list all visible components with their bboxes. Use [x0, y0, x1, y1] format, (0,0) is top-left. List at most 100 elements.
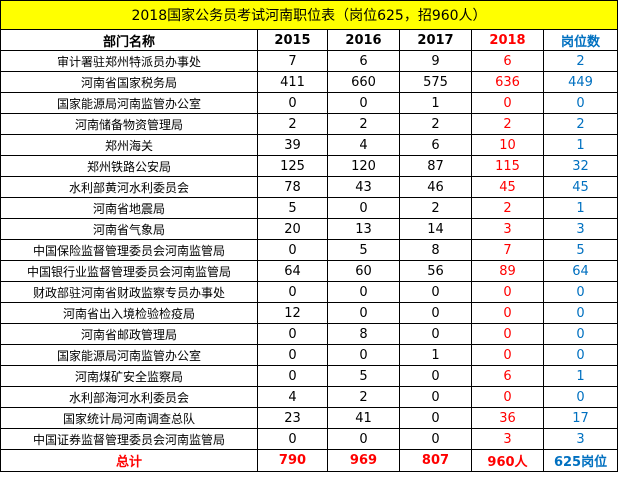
table-row: 中国保险监督管理委员会河南监管局 0 5 8 7 5: [0, 239, 619, 261]
value-2017-cell: 0: [399, 281, 472, 303]
dept-name-cell: 河南省邮政管理局: [0, 323, 258, 345]
value-2015-cell: 20: [257, 218, 328, 240]
posts-cell: 2: [542, 50, 619, 72]
value-2015-cell: 125: [257, 155, 328, 177]
value-2015-cell: 4: [257, 386, 328, 408]
value-2017-cell: 575: [399, 71, 472, 93]
value-2016-cell: 43: [327, 176, 400, 198]
table-title-row: 2018国家公务员考试河南职位表（岗位625，招960人）: [0, 0, 619, 30]
dept-name-cell: 河南省地震局: [0, 197, 258, 219]
total-row: 总计 790 969 807 960人 625岗位: [0, 449, 619, 472]
value-2015-cell: 0: [257, 239, 328, 261]
header-2018: 2018: [471, 29, 544, 51]
value-2018-cell: 10: [471, 134, 544, 156]
dept-name-cell: 水利部海河水利委员会: [0, 386, 258, 408]
dept-name-cell: 审计署驻郑州特派员办事处: [0, 50, 258, 72]
table-row: 中国证券监督管理委员会河南监管局 0 0 0 3 3: [0, 428, 619, 450]
table-row: 中国银行业监督管理委员会河南监管局 64 60 56 89 64: [0, 260, 619, 282]
position-table: 2018国家公务员考试河南职位表（岗位625，招960人） 部门名称 2015 …: [0, 0, 619, 472]
dept-name-cell: 国家能源局河南监管办公室: [0, 344, 258, 366]
value-2017-cell: 6: [399, 134, 472, 156]
value-2016-cell: 0: [327, 428, 400, 450]
value-2015-cell: 411: [257, 71, 328, 93]
value-2017-cell: 0: [399, 407, 472, 429]
table-title: 2018国家公务员考试河南职位表（岗位625，招960人）: [0, 0, 619, 30]
dept-name-cell: 河南省气象局: [0, 218, 258, 240]
value-2018-cell: 0: [471, 281, 544, 303]
value-2018-cell: 0: [471, 344, 544, 366]
value-2016-cell: 4: [327, 134, 400, 156]
value-2016-cell: 0: [327, 281, 400, 303]
value-2017-cell: 0: [399, 302, 472, 324]
dept-name-cell: 河南储备物资管理局: [0, 113, 258, 135]
value-2016-cell: 0: [327, 302, 400, 324]
table-row: 财政部驻河南省财政监察专员办事处 0 0 0 0 0: [0, 281, 619, 303]
total-value-2015-cell: 790: [257, 449, 328, 472]
value-2016-cell: 8: [327, 323, 400, 345]
posts-cell: 0: [542, 344, 619, 366]
table-row: 河南省出入境检验检疫局 12 0 0 0 0: [0, 302, 619, 324]
table-row: 水利部黄河水利委员会 78 43 46 45 45: [0, 176, 619, 198]
header-2016: 2016: [327, 29, 400, 51]
value-2017-cell: 46: [399, 176, 472, 198]
posts-cell: 0: [542, 386, 619, 408]
table-row: 国家能源局河南监管办公室 0 0 1 0 0: [0, 344, 619, 366]
value-2016-cell: 5: [327, 365, 400, 387]
table-row: 河南省地震局 5 0 2 2 1: [0, 197, 619, 219]
posts-cell: 1: [542, 197, 619, 219]
value-2018-cell: 45: [471, 176, 544, 198]
value-2018-cell: 2: [471, 113, 544, 135]
posts-cell: 45: [542, 176, 619, 198]
value-2016-cell: 6: [327, 50, 400, 72]
total-value-2016-cell: 969: [327, 449, 400, 472]
value-2015-cell: 23: [257, 407, 328, 429]
dept-name-cell: 河南省出入境检验检疫局: [0, 302, 258, 324]
table-row: 郑州海关 39 4 6 10 1: [0, 134, 619, 156]
total-dept-name-cell: 总计: [0, 449, 258, 472]
table-row: 河南省气象局 20 13 14 3 3: [0, 218, 619, 240]
value-2018-cell: 36: [471, 407, 544, 429]
dept-name-cell: 中国保险监督管理委员会河南监管局: [0, 239, 258, 261]
value-2017-cell: 8: [399, 239, 472, 261]
value-2017-cell: 9: [399, 50, 472, 72]
dept-name-cell: 郑州铁路公安局: [0, 155, 258, 177]
dept-name-cell: 国家统计局河南调查总队: [0, 407, 258, 429]
dept-name-cell: 中国银行业监督管理委员会河南监管局: [0, 260, 258, 282]
posts-cell: 64: [542, 260, 619, 282]
value-2016-cell: 2: [327, 113, 400, 135]
value-2015-cell: 0: [257, 92, 328, 114]
value-2018-cell: 115: [471, 155, 544, 177]
value-2016-cell: 5: [327, 239, 400, 261]
total-posts-cell: 625岗位: [542, 449, 619, 472]
header-2015: 2015: [257, 29, 328, 51]
posts-cell: 17: [542, 407, 619, 429]
value-2018-cell: 636: [471, 71, 544, 93]
dept-name-cell: 国家能源局河南监管办公室: [0, 92, 258, 114]
value-2016-cell: 2: [327, 386, 400, 408]
value-2016-cell: 0: [327, 344, 400, 366]
table-row: 水利部海河水利委员会 4 2 0 0 0: [0, 386, 619, 408]
value-2018-cell: 6: [471, 365, 544, 387]
table-row: 河南省国家税务局 411 660 575 636 449: [0, 71, 619, 93]
table-row: 河南煤矿安全监察局 0 5 0 6 1: [0, 365, 619, 387]
value-2015-cell: 0: [257, 344, 328, 366]
value-2018-cell: 0: [471, 323, 544, 345]
header-row: 部门名称 2015 2016 2017 2018 岗位数: [0, 29, 619, 51]
posts-cell: 32: [542, 155, 619, 177]
value-2015-cell: 5: [257, 197, 328, 219]
posts-cell: 1: [542, 134, 619, 156]
table-row: 河南省邮政管理局 0 8 0 0 0: [0, 323, 619, 345]
value-2017-cell: 14: [399, 218, 472, 240]
posts-cell: 0: [542, 92, 619, 114]
posts-cell: 449: [542, 71, 619, 93]
value-2018-cell: 89: [471, 260, 544, 282]
value-2016-cell: 0: [327, 92, 400, 114]
table-row: 河南储备物资管理局 2 2 2 2 2: [0, 113, 619, 135]
dept-name-cell: 水利部黄河水利委员会: [0, 176, 258, 198]
posts-cell: 1: [542, 365, 619, 387]
value-2017-cell: 0: [399, 386, 472, 408]
dept-name-cell: 财政部驻河南省财政监察专员办事处: [0, 281, 258, 303]
value-2016-cell: 13: [327, 218, 400, 240]
value-2018-cell: 6: [471, 50, 544, 72]
value-2017-cell: 0: [399, 428, 472, 450]
